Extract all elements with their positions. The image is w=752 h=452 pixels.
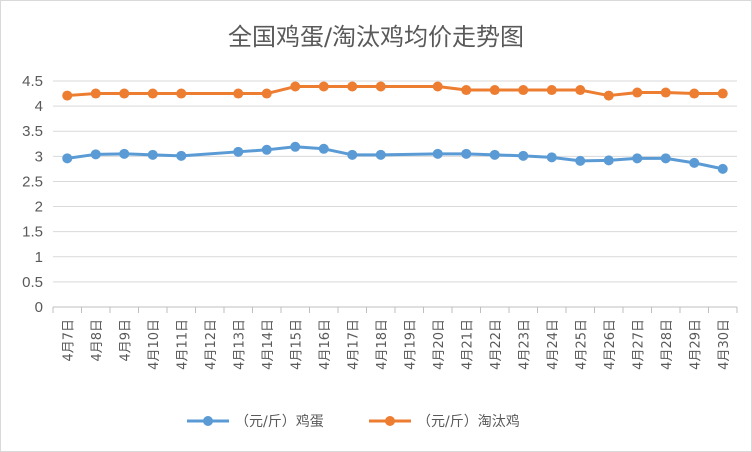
x-tick-label: 4月8日 xyxy=(90,319,105,362)
legend-marker xyxy=(385,416,395,426)
data-point xyxy=(62,90,73,101)
data-point xyxy=(261,144,272,155)
y-tick-label: 3 xyxy=(35,148,43,165)
x-tick-label: 4月13日 xyxy=(232,319,247,370)
data-point xyxy=(62,153,73,164)
data-point xyxy=(461,85,472,96)
data-point xyxy=(546,85,557,96)
x-tick-label: 4月30日 xyxy=(717,319,732,370)
x-tick-label: 4月9日 xyxy=(118,319,133,362)
data-point xyxy=(176,150,187,161)
x-tick-label: 4月15日 xyxy=(289,319,304,370)
data-point xyxy=(347,149,358,160)
y-tick-label: 1 xyxy=(35,249,43,266)
legend-label: （元/斤）鸡蛋 xyxy=(235,413,324,430)
data-point xyxy=(660,153,671,164)
data-point xyxy=(660,87,671,98)
x-tick-label: 4月11日 xyxy=(175,319,190,370)
data-point xyxy=(461,148,472,159)
y-tick-label: 0 xyxy=(35,299,43,316)
x-tick-label: 4月29日 xyxy=(688,319,703,370)
data-point xyxy=(147,88,158,99)
data-point xyxy=(489,85,500,96)
data-point xyxy=(233,88,244,99)
data-point xyxy=(689,88,700,99)
data-point xyxy=(347,81,358,92)
data-point xyxy=(546,152,557,163)
x-tick-label: 4月28日 xyxy=(660,319,675,370)
data-point xyxy=(518,150,529,161)
data-point xyxy=(575,155,586,166)
x-tick-label: 4月19日 xyxy=(403,319,418,370)
x-tick-label: 4月24日 xyxy=(546,319,561,370)
y-tick-label: 1.5 xyxy=(22,224,43,241)
data-point xyxy=(518,85,529,96)
y-tick-label: 2.5 xyxy=(22,173,43,190)
x-tick-label: 4月16日 xyxy=(318,319,333,370)
x-tick-label: 4月21日 xyxy=(460,319,475,370)
data-point xyxy=(632,87,643,98)
data-point xyxy=(632,153,643,164)
data-point xyxy=(432,81,443,92)
x-tick-label: 4月17日 xyxy=(346,319,361,370)
x-tick-label: 4月23日 xyxy=(517,319,532,370)
data-point xyxy=(119,88,130,99)
y-tick-label: 3.5 xyxy=(22,123,43,140)
x-tick-label: 4月7日 xyxy=(61,319,76,362)
x-tick-label: 4月20日 xyxy=(432,319,447,370)
legend-item: （元/斤）淘汰鸡 xyxy=(369,413,520,430)
y-axis-ticks: 0 0.5 1 1.5 2 2.5 3 3.5 4 4.5 xyxy=(22,73,43,316)
legend-marker xyxy=(203,416,213,426)
y-tick-label: 4.5 xyxy=(22,73,43,90)
y-tick-label: 0.5 xyxy=(22,274,43,291)
data-point xyxy=(717,163,728,174)
legend-label: （元/斤）淘汰鸡 xyxy=(417,413,520,430)
data-point xyxy=(90,88,101,99)
data-point xyxy=(176,88,187,99)
data-point xyxy=(90,149,101,160)
series-layer xyxy=(62,81,728,174)
series-line xyxy=(67,85,723,98)
data-point xyxy=(261,88,272,99)
series-2 xyxy=(62,81,728,101)
data-point xyxy=(603,155,614,166)
data-point xyxy=(575,85,586,96)
data-point xyxy=(318,143,329,154)
y-tick-label: 4 xyxy=(35,98,43,115)
data-point xyxy=(233,146,244,157)
data-point xyxy=(375,149,386,160)
x-tick-label: 4月26日 xyxy=(603,319,618,370)
data-point xyxy=(147,149,158,160)
series-1 xyxy=(62,141,728,174)
data-point xyxy=(290,81,301,92)
x-tick-label: 4月22日 xyxy=(489,319,504,370)
x-tick-label: 4月10日 xyxy=(147,319,162,370)
x-tick-label: 4月18日 xyxy=(375,319,390,370)
chart-title: 全国鸡蛋/淘汰鸡均价走势图 xyxy=(228,23,524,51)
data-point xyxy=(290,141,301,152)
data-point xyxy=(318,81,329,92)
data-point xyxy=(119,148,130,159)
series-line xyxy=(67,145,724,171)
y-tick-label: 2 xyxy=(35,199,43,216)
data-point xyxy=(689,157,700,168)
data-point xyxy=(432,148,443,159)
data-point xyxy=(603,90,614,101)
x-axis-ticks: 4月7日 4月8日 4月9日 4月10日 4月11日 4月12日 4月13日 4月14日 4月1… xyxy=(52,307,738,370)
data-point xyxy=(375,81,386,92)
x-tick-label: 4月25日 xyxy=(574,319,589,370)
data-point xyxy=(489,149,500,160)
data-point xyxy=(717,88,728,99)
legend: （元/斤）鸡蛋 （元/斤）淘汰鸡 xyxy=(187,413,520,430)
x-tick-label: 4月27日 xyxy=(631,319,646,370)
grid-lines xyxy=(53,80,737,308)
x-tick-label: 4月14日 xyxy=(261,319,276,370)
x-tick-label: 4月12日 xyxy=(204,319,219,370)
legend-item: （元/斤）鸡蛋 xyxy=(187,413,324,430)
